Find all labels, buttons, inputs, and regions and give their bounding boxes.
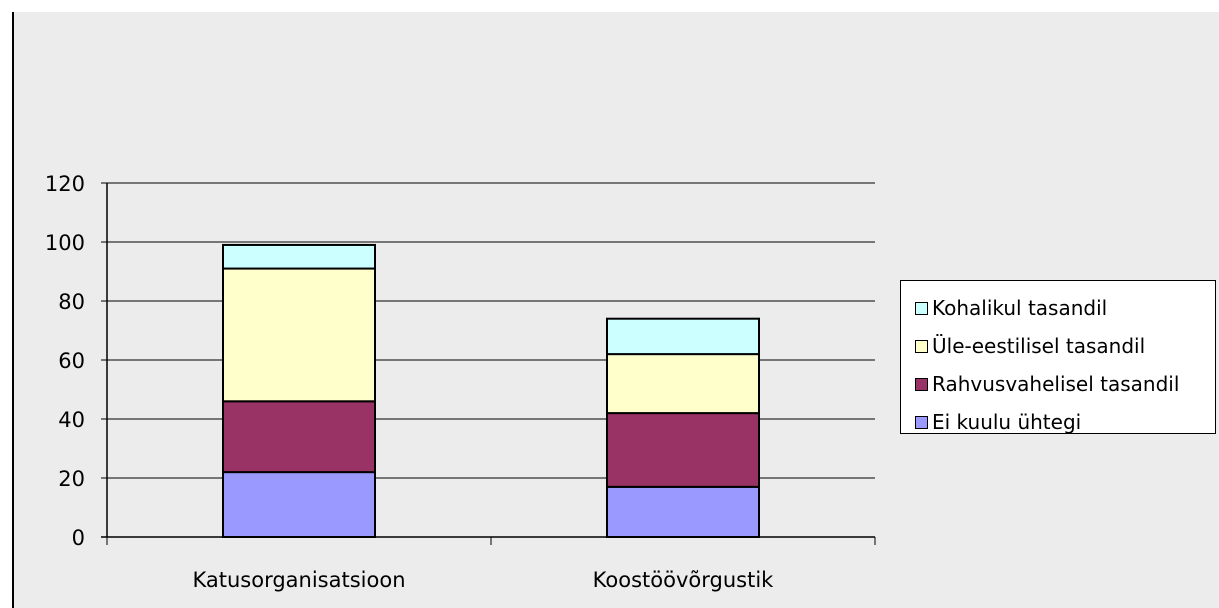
- bars: [222, 243, 760, 539]
- bar-segment: [222, 267, 376, 403]
- legend-swatch: [915, 415, 928, 429]
- axes: [101, 182, 876, 545]
- y-tick-label: 20: [58, 467, 85, 491]
- legend-label: Ei kuulu ühtegi: [932, 410, 1082, 434]
- y-tick-label: 40: [58, 408, 85, 432]
- legend-label: Üle-eestilisel tasandil: [932, 334, 1146, 358]
- legend-swatch: [915, 301, 928, 315]
- y-tick-label: 100: [45, 231, 85, 255]
- legend-item: Üle-eestilisel tasandil: [915, 327, 1215, 365]
- bar-segment: [222, 400, 376, 474]
- bar-segment: [222, 471, 376, 539]
- y-tick-label: 120: [45, 172, 85, 196]
- x-category-label: Koostöövõrgustik: [593, 568, 774, 592]
- tick-labels: 0 20 40 60 80 100 120 Katusorganisatsioon Koostö…: [45, 172, 774, 592]
- bar-segment: [222, 243, 376, 270]
- y-tick-label: 80: [58, 290, 85, 314]
- legend-item: Kohalikul tasandil: [915, 289, 1215, 327]
- legend-label: Rahvusvahelisel tasandil: [932, 372, 1180, 396]
- legend-swatch: [915, 377, 928, 391]
- bar-segment: [606, 412, 760, 488]
- legend-swatch: [915, 339, 928, 353]
- legend-item: Rahvusvahelisel tasandil: [915, 365, 1215, 403]
- bar-segment: [606, 485, 760, 539]
- legend: Kohalikul tasandil Üle-eestilisel tasand…: [900, 280, 1216, 434]
- x-category-label: Katusorganisatsioon: [192, 568, 405, 592]
- y-tick-label: 60: [58, 349, 85, 373]
- bar-segment: [606, 317, 760, 356]
- legend-item: Ei kuulu ühtegi: [915, 403, 1215, 441]
- legend-label: Kohalikul tasandil: [932, 296, 1108, 320]
- bar-segment: [606, 353, 760, 415]
- y-tick-label: 0: [72, 526, 85, 550]
